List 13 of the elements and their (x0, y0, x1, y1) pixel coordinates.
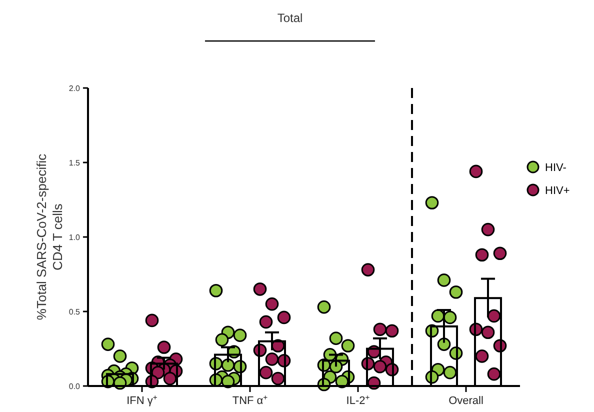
y-tick-label: 2.0 (68, 84, 81, 93)
x-tick-label: Overall (448, 395, 484, 407)
y-tick-label: 0.0 (68, 382, 81, 391)
chart-title: Total (277, 11, 303, 25)
x-tick-label: TNF α$^{+}$ (232, 392, 268, 407)
x-tick-label: IL-2$^{+}$ (346, 392, 370, 407)
legend-label: HIV- (545, 162, 567, 174)
y-tick-label: 0.5 (68, 307, 81, 316)
y-tick-label: 1.5 (68, 158, 81, 168)
y-tick-label: 1.0 (68, 232, 81, 242)
y-axis-title: %Total SARS-CoV-2-specific CD4 T cells (34, 153, 65, 320)
legend-label: HIV+ (545, 184, 570, 197)
x-tick-label: IFN γ$^{+}$ (126, 392, 158, 407)
